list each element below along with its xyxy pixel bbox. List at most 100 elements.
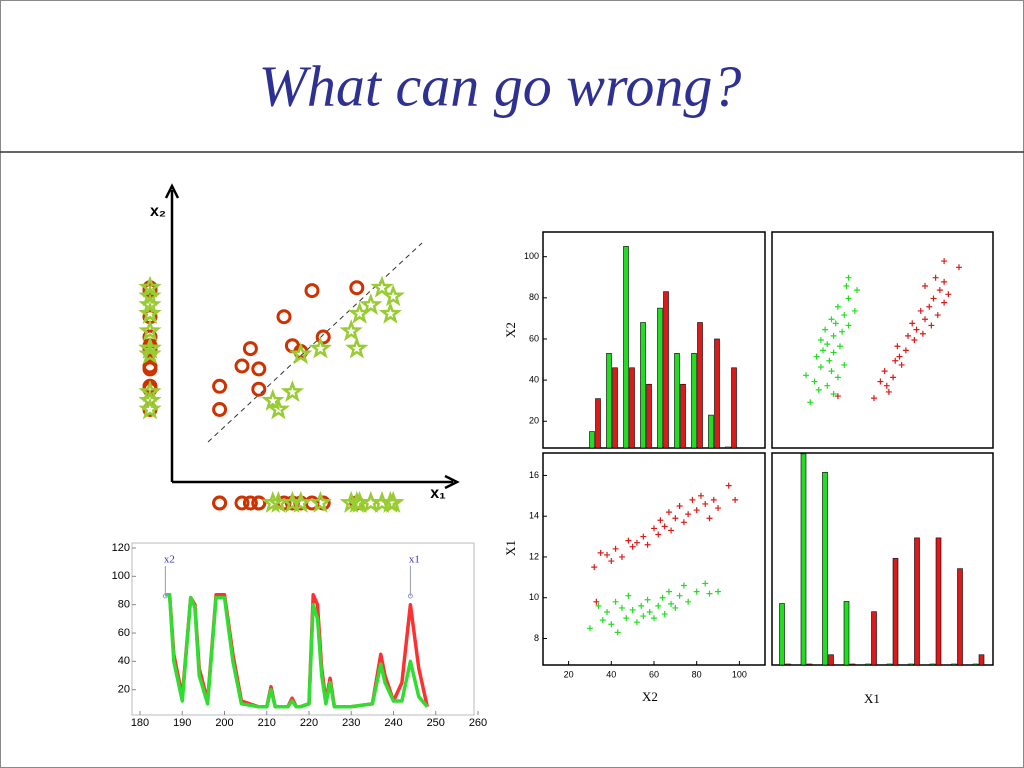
point [826,357,833,364]
star-marker [261,490,285,513]
point [644,541,651,548]
histogram-bar [800,453,807,666]
point [680,582,687,589]
point [803,372,809,379]
histogram-bar [595,398,601,449]
point [813,353,820,360]
slide-title: What can go wrong? [259,53,742,118]
x-tick-label: 260 [469,717,487,729]
star-marker [339,319,363,342]
point [725,482,732,489]
point [822,326,829,333]
point [911,337,918,343]
point [851,307,858,314]
point [890,374,897,381]
point [715,588,722,595]
point [909,320,916,327]
y-tick-label: 16 [529,470,539,480]
point [599,617,606,624]
point [665,509,672,516]
point [633,619,640,626]
point [618,604,625,611]
panel-frame [771,231,994,449]
point [586,625,593,632]
point [661,611,668,618]
point [815,386,822,393]
point [612,545,619,552]
point [623,615,630,622]
point [668,527,675,534]
circle-marker [234,495,250,511]
star-marker [138,342,162,365]
histogram-bar [806,663,813,666]
x-tick-label: 100 [732,669,747,679]
point [732,496,739,503]
point [706,590,713,597]
histogram-bar [640,322,646,449]
star-marker [266,490,291,513]
histogram-bar [731,367,737,449]
panel-frame [542,231,766,449]
annotation-tip [407,593,413,599]
point [640,613,647,620]
histogram-bar [674,353,680,449]
point [919,330,926,337]
point [672,604,679,611]
point [644,596,651,603]
point [706,515,713,522]
point [834,303,841,310]
histogram-bar [978,654,985,666]
y-axis-label: X2 [503,322,518,338]
point [593,598,600,605]
histogram-bar [871,611,877,666]
point [883,382,890,389]
point [830,349,837,356]
point [625,537,632,544]
point [941,258,948,265]
separator-line [207,242,423,443]
point [877,378,884,385]
point [930,295,937,302]
point [672,515,679,522]
y-tick-label: 100 [524,251,539,261]
histogram-bar [714,338,720,449]
y-tick-label: 60 [118,627,130,639]
histogram-bar [646,383,652,449]
x-axis [172,474,460,490]
point [604,609,611,615]
point [685,511,692,518]
point [702,580,709,587]
point [689,496,696,503]
point [898,361,905,368]
point [839,328,846,335]
point [824,341,831,348]
y-tick-label: 100 [112,570,130,582]
point [922,316,928,323]
point [629,606,636,613]
y-tick-label: 80 [118,599,130,611]
histogram-bar [908,663,914,666]
x-tick-label: 180 [131,717,149,729]
circle-marker [212,378,228,394]
histogram-bar [822,471,828,666]
circle-marker [242,341,258,357]
y-tick-label: 20 [529,416,539,426]
y-axis-label: X1 [503,540,518,556]
histogram-bar [708,414,714,449]
point [659,594,666,601]
point [604,551,611,558]
point [693,507,700,514]
point [845,274,852,281]
point [715,505,722,512]
point [830,332,837,339]
spectrum-line [165,593,429,709]
histogram-bar [972,663,979,666]
histogram-bar [929,663,936,666]
point [697,492,704,499]
histogram-bar [914,537,920,666]
point [651,615,657,622]
point [618,553,625,560]
x-axis-label: X1 [864,691,880,706]
point [828,316,835,323]
